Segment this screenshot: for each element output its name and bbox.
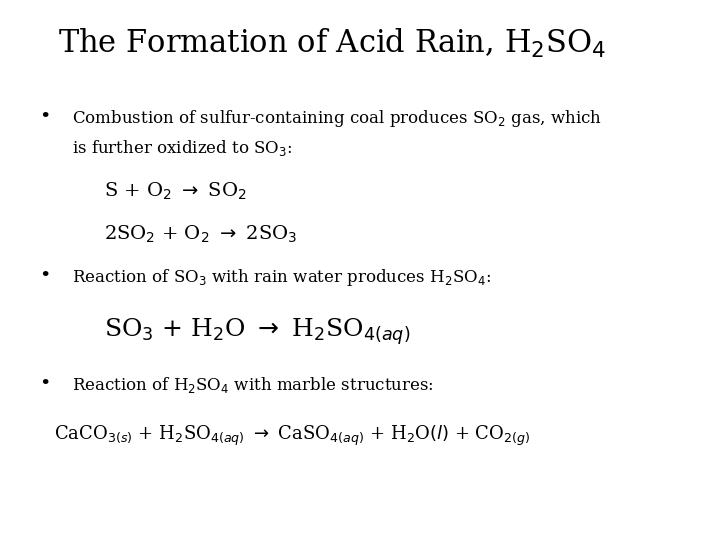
Text: Reaction of H$_2$SO$_4$ with marble structures:: Reaction of H$_2$SO$_4$ with marble stru…: [72, 375, 433, 395]
Text: S + O$_2$ $\rightarrow$ SO$_2$: S + O$_2$ $\rightarrow$ SO$_2$: [104, 181, 247, 202]
Text: 2SO$_2$ + O$_2$ $\rightarrow$ 2SO$_3$: 2SO$_2$ + O$_2$ $\rightarrow$ 2SO$_3$: [104, 224, 297, 245]
Text: Combustion of sulfur-containing coal produces SO$_2$ gas, which
is further oxidi: Combustion of sulfur-containing coal pro…: [72, 108, 602, 158]
Text: CaCO$_{3(s)}$ + H$_2$SO$_{4(aq)}$ $\rightarrow$ CaSO$_{4(aq)}$ + H$_2$O$(l)$ + C: CaCO$_{3(s)}$ + H$_2$SO$_{4(aq)}$ $\righ…: [54, 424, 531, 448]
Text: •: •: [40, 267, 51, 285]
Text: •: •: [40, 375, 51, 393]
Text: The Formation of Acid Rain, H$_2$SO$_4$: The Formation of Acid Rain, H$_2$SO$_4$: [58, 27, 606, 60]
Text: Reaction of SO$_3$ with rain water produces H$_2$SO$_4$:: Reaction of SO$_3$ with rain water produ…: [72, 267, 491, 288]
Text: SO$_3$ + H$_2$O $\rightarrow$ H$_2$SO$_{4(aq)}$: SO$_3$ + H$_2$O $\rightarrow$ H$_2$SO$_{…: [104, 316, 410, 347]
Text: •: •: [40, 108, 51, 126]
